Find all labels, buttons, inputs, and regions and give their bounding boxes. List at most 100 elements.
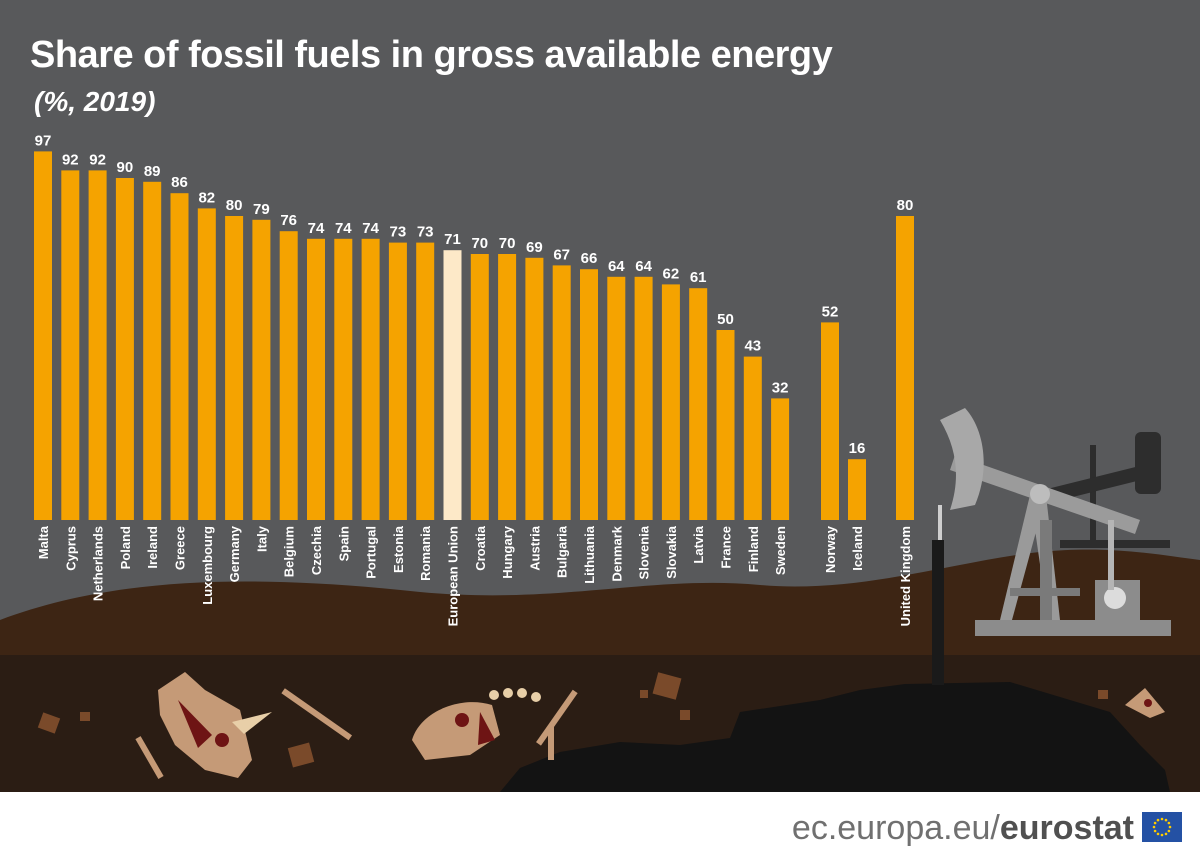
value-label-sweden: 32 <box>772 379 789 396</box>
value-label-latvia: 61 <box>690 269 707 286</box>
footer-brand: eurostat <box>999 809 1134 847</box>
value-label-slovakia: 62 <box>663 265 680 282</box>
value-label-spain: 74 <box>335 220 352 237</box>
value-label-denmark: 64 <box>608 258 625 275</box>
value-label-greece: 86 <box>171 174 188 191</box>
oil-deposit <box>500 682 1170 792</box>
chart-title: Share of fossil fuels in gross available… <box>30 34 833 76</box>
category-label-lithuania: Lithuania <box>582 525 597 584</box>
category-label-france: France <box>719 526 734 569</box>
bar-austria <box>525 257 544 520</box>
value-label-norway: 52 <box>822 303 839 320</box>
value-label-italy: 79 <box>253 201 270 218</box>
value-label-european-union: 71 <box>444 231 461 248</box>
eu-flag-icon <box>1142 812 1182 842</box>
value-label-finland: 43 <box>744 338 761 355</box>
category-label-czechia: Czechia <box>309 525 324 575</box>
triceratops-skull-icon <box>158 672 272 778</box>
bar-luxembourg <box>197 208 216 520</box>
value-label-belgium: 76 <box>280 212 297 229</box>
value-label-austria: 69 <box>526 239 543 256</box>
bar-latvia <box>689 288 708 520</box>
value-label-iceland: 16 <box>849 440 866 457</box>
category-label-germany: Germany <box>227 525 242 582</box>
value-label-germany: 80 <box>226 197 243 214</box>
category-label-denmark: Denmark <box>609 525 624 581</box>
category-label-spain: Spain <box>336 526 351 561</box>
value-label-poland: 90 <box>117 159 134 176</box>
footer-credit[interactable]: ec.europa.eu/eurostat <box>792 806 1134 850</box>
value-label-hungary: 70 <box>499 235 516 252</box>
value-label-france: 50 <box>717 311 734 328</box>
pump-jack-icon <box>938 408 1171 636</box>
value-label-ireland: 89 <box>144 163 161 180</box>
bar-iceland <box>848 459 866 520</box>
category-label-ireland: Ireland <box>145 526 160 569</box>
category-label-slovenia: Slovenia <box>637 525 652 579</box>
footer-domain: ec.europa.eu/ <box>791 809 1000 847</box>
category-label-european-union: European Union <box>446 526 461 626</box>
bar-hungary <box>498 254 517 520</box>
bar-sweden <box>771 398 790 520</box>
bar-greece <box>170 193 189 520</box>
value-label-croatia: 70 <box>471 235 488 252</box>
category-label-slovakia: Slovakia <box>664 525 679 579</box>
bars <box>34 151 914 521</box>
bar-finland <box>743 356 762 520</box>
category-label-norway: Norway <box>823 525 838 573</box>
bar-slovenia <box>634 276 653 520</box>
bar-belgium <box>279 231 298 520</box>
category-label-finland: Finland <box>746 526 761 572</box>
category-label-portugal: Portugal <box>364 526 379 579</box>
category-label-belgium: Belgium <box>282 526 297 577</box>
value-label-malta: 97 <box>35 132 52 149</box>
bar-european-union <box>443 250 462 520</box>
bar-romania <box>416 242 435 520</box>
value-label-czechia: 74 <box>308 220 325 237</box>
category-label-latvia: Latvia <box>691 525 706 563</box>
category-label-estonia: Estonia <box>391 525 406 573</box>
value-label-slovenia: 64 <box>635 258 652 275</box>
category-label-italy: Italy <box>254 525 269 552</box>
bone-icon <box>135 688 578 780</box>
category-labels: Malta Cyprus Netherlands Poland Ireland Greec… <box>36 525 913 626</box>
value-label-luxembourg: 82 <box>198 189 215 206</box>
bar-estonia <box>388 242 407 520</box>
bar-czechia <box>307 238 325 521</box>
dinosaur-skull-icon <box>412 688 541 760</box>
category-label-luxembourg: Luxembourg <box>200 526 215 605</box>
rock-fragments <box>37 672 1108 768</box>
category-label-poland: Poland <box>118 526 133 569</box>
value-label-netherlands: 92 <box>89 151 106 168</box>
category-label-netherlands: Netherlands <box>91 526 106 601</box>
chart-subtitle: (%, 2019) <box>34 86 156 117</box>
bar-netherlands <box>88 170 107 520</box>
bar-lithuania <box>580 269 598 520</box>
bar-germany <box>225 216 244 520</box>
category-label-bulgaria: Bulgaria <box>555 525 570 578</box>
bar-denmark <box>607 276 626 520</box>
category-label-hungary: Hungary <box>500 525 515 579</box>
bar-poland <box>115 178 134 520</box>
bar-bulgaria <box>552 265 571 520</box>
bar-croatia <box>470 254 489 520</box>
value-labels: 97 92 92 90 89 86 82 80 79 76 74 74 74 73 73 71 70 70 69 67… <box>35 132 914 457</box>
bar-malta <box>34 151 52 520</box>
value-label-estonia: 73 <box>390 224 407 241</box>
value-label-lithuania: 66 <box>581 250 598 267</box>
category-label-united-kingdom: United Kingdom <box>898 526 913 626</box>
value-label-romania: 73 <box>417 224 434 241</box>
category-label-croatia: Croatia <box>473 525 488 571</box>
bar-italy <box>252 219 271 521</box>
value-label-united-kingdom: 80 <box>897 197 914 214</box>
category-label-romania: Romania <box>418 525 433 581</box>
bar-france <box>716 330 735 520</box>
category-label-austria: Austria <box>527 525 542 571</box>
bar-cyprus <box>61 170 80 520</box>
value-label-portugal: 74 <box>362 220 379 237</box>
category-label-cyprus: Cyprus <box>63 526 78 571</box>
bar-portugal <box>361 238 380 521</box>
bar-united-kingdom <box>896 216 914 520</box>
pump-jack-back-icon <box>1040 432 1170 548</box>
